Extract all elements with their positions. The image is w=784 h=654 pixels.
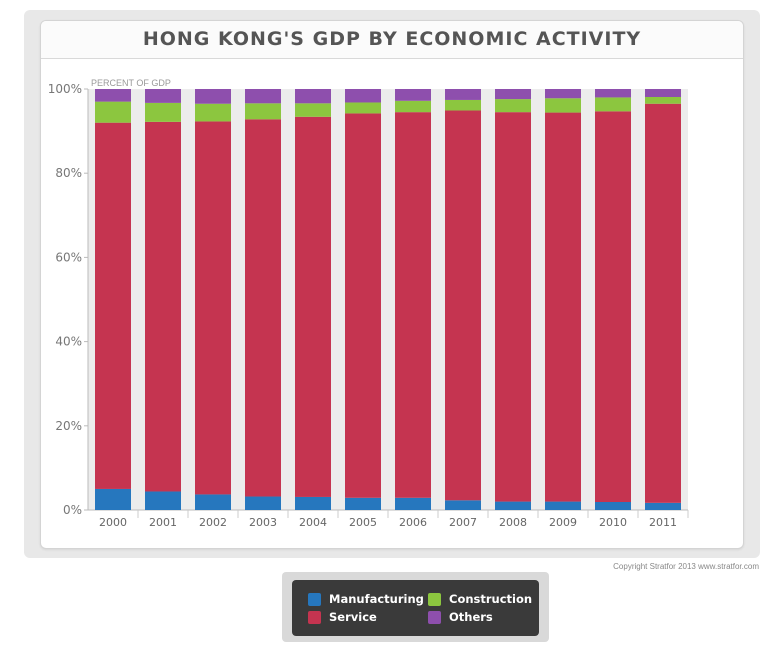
chart-title: HONG KONG'S GDP BY ECONOMIC ACTIVITY xyxy=(142,28,642,50)
bar-segment-construction xyxy=(595,97,631,112)
bar-segment-service xyxy=(545,112,581,502)
bar-segment-others xyxy=(295,89,331,104)
bar-segment-manufacturing xyxy=(295,496,331,510)
bar-segment-service xyxy=(395,112,431,498)
bar-segment-service xyxy=(145,121,181,492)
bar-segment-construction xyxy=(395,100,431,113)
bar-segment-construction xyxy=(645,96,681,104)
legend-swatch-construction xyxy=(428,592,441,606)
stacked-bar-chart: 0% 20% 40% 60% 80% 100% PERCENT OF GDP 2000 2001… xyxy=(48,78,689,529)
y-tick-label: 0% xyxy=(63,503,82,517)
bar-segment-others xyxy=(145,89,181,103)
y-tick-label: 60% xyxy=(55,250,82,264)
legend-item-others: Others xyxy=(428,609,493,625)
legend-item-service: Service xyxy=(308,609,377,625)
bar-segment-others xyxy=(195,89,231,104)
bar-segment-manufacturing xyxy=(195,494,231,510)
bar-segment-service xyxy=(595,111,631,503)
bar-segment-others xyxy=(245,89,281,104)
legend-swatch-service xyxy=(308,610,321,624)
y-tick-label: 40% xyxy=(55,335,82,349)
bar-segment-construction xyxy=(95,101,131,123)
bar-segment-others xyxy=(645,89,681,97)
bar-segment-others xyxy=(395,89,431,101)
bar-segment-others xyxy=(595,89,631,98)
bar-segment-service xyxy=(95,122,131,489)
bar-segment-service xyxy=(445,110,481,501)
legend-label-others: Others xyxy=(449,610,493,624)
x-tick-label: 2004 xyxy=(299,516,327,529)
legend-item-manufacturing: Manufacturing xyxy=(308,591,424,607)
bar-segment-construction xyxy=(445,99,481,111)
bar-segment-others xyxy=(445,89,481,100)
bar-segment-manufacturing xyxy=(645,502,681,510)
bar-segment-manufacturing xyxy=(395,497,431,510)
legend-label-service: Service xyxy=(329,610,377,624)
bar-segment-manufacturing xyxy=(145,491,181,510)
bar-segment-service xyxy=(645,103,681,503)
x-tick-label: 2003 xyxy=(249,516,277,529)
x-tick-label: 2009 xyxy=(549,516,577,529)
y-axis-label: PERCENT OF GDP xyxy=(91,78,171,88)
legend-label-construction: Construction xyxy=(449,592,533,606)
bar-segment-manufacturing xyxy=(245,496,281,510)
bar-segment-others xyxy=(495,89,531,100)
y-tick-label: 20% xyxy=(55,419,82,433)
bar-segment-service xyxy=(295,116,331,497)
x-tick-label: 2002 xyxy=(199,516,227,529)
y-tick-label: 80% xyxy=(55,166,82,180)
x-tick-label: 2008 xyxy=(499,516,527,529)
legend-swatch-others xyxy=(428,610,441,624)
bar-segment-service xyxy=(245,119,281,497)
bar-segment-manufacturing xyxy=(545,501,581,510)
bar-segment-service xyxy=(195,121,231,495)
copyright-text: Copyright Stratfor 2013 www.stratfor.com xyxy=(613,562,759,571)
plot-background xyxy=(88,89,688,510)
bar-segment-manufacturing xyxy=(445,500,481,510)
bar-segment-construction xyxy=(295,103,331,117)
legend-item-construction: Construction xyxy=(428,591,532,607)
x-tick-label: 2000 xyxy=(99,516,127,529)
x-tick-label: 2005 xyxy=(349,516,377,529)
x-tick-label: 2001 xyxy=(149,516,177,529)
bar-segment-construction xyxy=(345,102,381,114)
y-tick-label: 100% xyxy=(48,82,82,96)
bar-segment-service xyxy=(345,113,381,498)
bar-segment-construction xyxy=(495,99,531,113)
bar-segment-construction xyxy=(195,103,231,122)
bar-segment-manufacturing xyxy=(345,497,381,510)
legend: Manufacturing Construction Service Other… xyxy=(292,580,539,636)
x-tick-label: 2007 xyxy=(449,516,477,529)
bar-segment-others xyxy=(345,89,381,103)
bar-segment-others xyxy=(95,89,131,102)
x-tick-label: 2011 xyxy=(649,516,677,529)
bar-segment-others xyxy=(545,89,581,99)
x-tick-label: 2006 xyxy=(399,516,427,529)
legend-swatch-manufacturing xyxy=(308,592,321,606)
bar-segment-construction xyxy=(145,102,181,122)
chart-header: HONG KONG'S GDP BY ECONOMIC ACTIVITY xyxy=(41,21,743,59)
bar-segment-service xyxy=(495,112,531,502)
bar-segment-manufacturing xyxy=(495,501,531,510)
bar-segment-construction xyxy=(245,103,281,120)
bar-segment-construction xyxy=(545,98,581,113)
bar-segment-manufacturing xyxy=(95,488,131,510)
bar-segment-manufacturing xyxy=(595,502,631,510)
x-tick-label: 2010 xyxy=(599,516,627,529)
legend-label-manufacturing: Manufacturing xyxy=(329,592,424,606)
